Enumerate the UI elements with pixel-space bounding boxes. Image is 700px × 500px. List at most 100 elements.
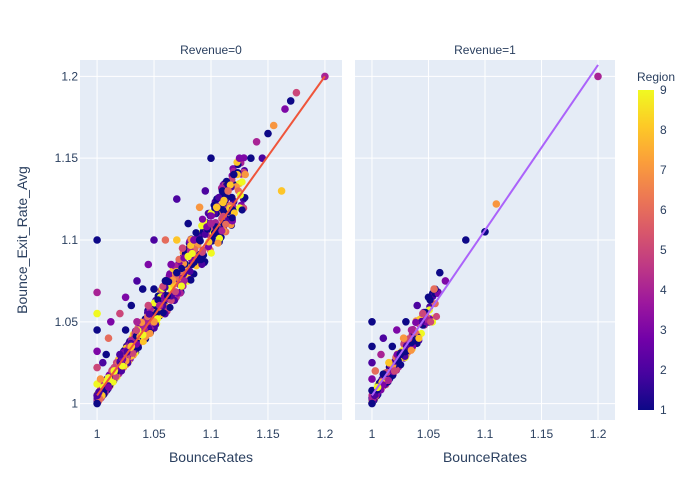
colorbar-tick-label: 7 xyxy=(660,163,667,177)
data-point xyxy=(207,154,215,162)
data-point xyxy=(292,88,301,97)
cloud-point xyxy=(159,309,167,317)
x-tick-label: 1.05 xyxy=(142,427,166,441)
cloud-point xyxy=(385,376,393,385)
data-point xyxy=(107,318,115,326)
y-tick-label: 1.05 xyxy=(55,315,79,329)
data-point xyxy=(195,203,204,212)
data-point xyxy=(402,318,410,326)
data-point xyxy=(241,170,249,179)
data-point xyxy=(195,236,204,244)
cloud-point xyxy=(238,178,246,186)
data-point xyxy=(424,293,433,302)
data-point xyxy=(393,326,401,334)
colorbar-tick-label: 2 xyxy=(660,363,667,377)
y-tick-label: 1 xyxy=(71,397,78,411)
cloud-point xyxy=(187,276,195,284)
cloud-point xyxy=(192,229,200,237)
data-point xyxy=(93,399,101,408)
data-point xyxy=(436,268,444,277)
x-tick-label: 1.2 xyxy=(317,427,334,441)
cloud-point xyxy=(166,303,174,312)
y-tick-label: 1.1 xyxy=(61,233,78,247)
data-point xyxy=(104,334,113,343)
data-point xyxy=(93,347,101,356)
data-point xyxy=(93,236,101,244)
cloud-point xyxy=(226,181,234,189)
data-point xyxy=(102,350,110,359)
cloud-point xyxy=(228,193,236,201)
data-point xyxy=(173,195,181,203)
cloud-point xyxy=(238,206,246,214)
data-point xyxy=(277,187,286,195)
x-axis-title: BounceRates xyxy=(169,449,253,465)
cloud-point xyxy=(220,196,228,204)
data-point xyxy=(492,200,501,208)
cloud-point xyxy=(180,277,188,285)
data-point xyxy=(388,342,397,351)
data-point xyxy=(212,203,221,212)
data-point xyxy=(368,342,376,351)
cloud-point xyxy=(105,383,113,392)
data-point xyxy=(150,285,158,293)
data-point xyxy=(235,154,244,162)
data-point xyxy=(93,326,101,334)
colorbar-tick-label: 8 xyxy=(660,123,667,137)
cloud-point xyxy=(407,346,415,354)
data-point xyxy=(161,236,170,244)
facet-title: Revenue=0 xyxy=(180,43,242,57)
cloud-point xyxy=(412,318,420,326)
data-point xyxy=(379,334,388,343)
x-tick-label: 1.2 xyxy=(590,427,607,441)
cloud-point xyxy=(133,326,141,334)
cloud-point xyxy=(222,220,230,228)
colorbar-tick-label: 6 xyxy=(660,203,667,217)
data-point xyxy=(399,334,408,343)
data-point xyxy=(441,277,450,285)
x-tick-label: 1 xyxy=(369,427,376,441)
data-point xyxy=(269,121,278,130)
x-tick-label: 1.1 xyxy=(203,427,220,441)
data-point xyxy=(184,219,192,228)
data-point xyxy=(133,277,141,285)
data-point xyxy=(430,285,438,293)
data-point xyxy=(368,358,376,367)
data-point xyxy=(368,399,376,408)
data-point xyxy=(224,187,232,195)
cloud-point xyxy=(186,267,194,275)
cloud-point xyxy=(129,349,137,357)
facet-0: Revenue=0 1 1.05 1.1 1.15 1.2 BounceRates 1 1.05… xyxy=(55,43,342,465)
colorbar-gradient xyxy=(638,90,654,410)
data-point xyxy=(264,129,272,138)
data-point xyxy=(93,309,101,318)
data-point xyxy=(252,138,261,146)
data-point xyxy=(218,187,227,195)
data-point xyxy=(377,350,385,359)
data-point xyxy=(286,97,295,105)
data-point xyxy=(407,326,416,334)
cloud-point xyxy=(214,239,222,247)
y-axis-title: Bounce_Exit_Rate_Avg xyxy=(14,166,30,314)
cloud-point xyxy=(159,282,167,291)
x-axis-title: BounceRates xyxy=(443,449,527,465)
x-tick-label: 1.1 xyxy=(477,427,494,441)
data-point xyxy=(385,358,393,367)
cloud-point xyxy=(207,212,215,220)
data-point xyxy=(178,244,187,252)
data-point xyxy=(127,301,136,310)
data-point xyxy=(144,260,153,269)
colorbar-tick-label: 4 xyxy=(660,283,667,297)
cloud-point xyxy=(218,227,226,235)
cloud-point xyxy=(145,310,153,318)
data-point xyxy=(150,236,158,244)
data-point xyxy=(230,170,238,179)
data-point xyxy=(138,285,147,293)
data-point xyxy=(173,268,181,277)
data-point xyxy=(594,72,602,81)
data-point xyxy=(368,318,376,326)
y-tick-label: 1.2 xyxy=(61,69,78,83)
data-point xyxy=(390,367,399,375)
data-point xyxy=(419,309,427,318)
x-tick-label: 1.05 xyxy=(417,427,441,441)
